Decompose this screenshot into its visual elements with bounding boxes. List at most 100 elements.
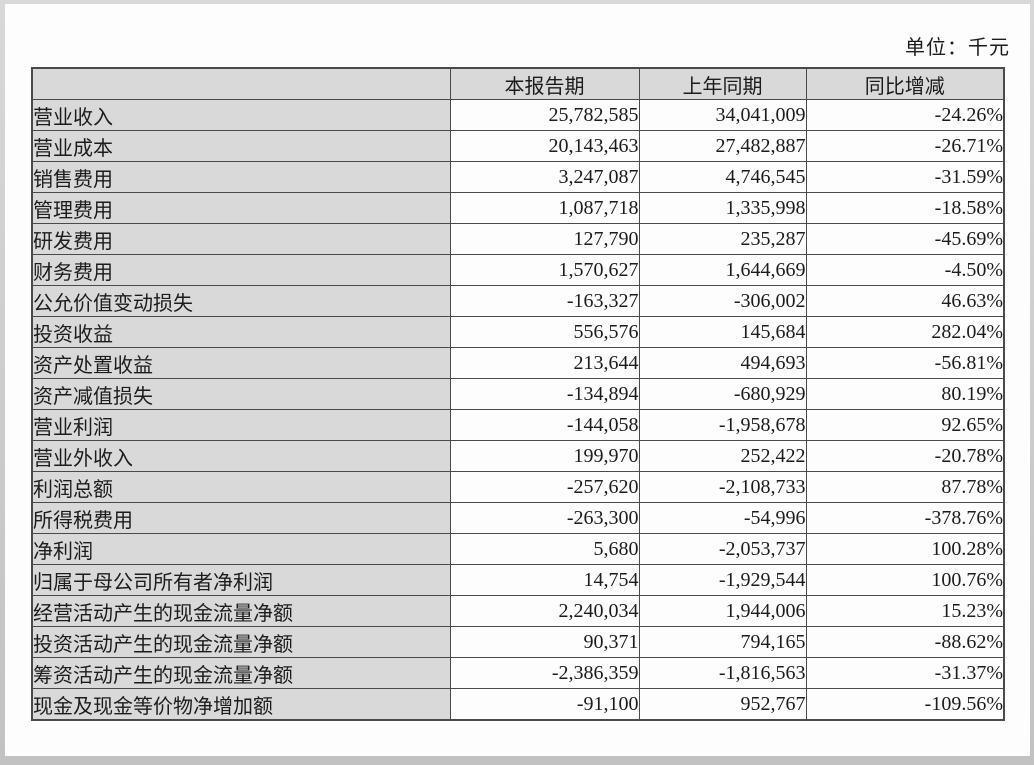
yoy-change-value: -378.76% <box>805 502 1005 534</box>
current-period-value: 5,680 <box>449 533 640 565</box>
table-row: 资产减值损失 -134,894 -680,929 80.19% <box>31 378 1005 410</box>
table-row: 营业成本 20,143,463 27,482,887 -26.71% <box>31 130 1005 162</box>
yoy-change-value: 80.19% <box>805 378 1005 410</box>
yoy-change-value: -88.62% <box>805 626 1005 658</box>
current-period-value: 3,247,087 <box>449 161 640 193</box>
row-label: 经营活动产生的现金流量净额 <box>31 595 451 627</box>
row-label: 资产减值损失 <box>31 378 451 410</box>
prior-period-value: 4,746,545 <box>638 161 807 193</box>
row-label: 筹资活动产生的现金流量净额 <box>31 657 451 689</box>
yoy-change-value: -4.50% <box>805 254 1005 286</box>
current-period-value: -257,620 <box>449 471 640 503</box>
row-label: 财务费用 <box>31 254 451 286</box>
prior-period-value: -2,108,733 <box>638 471 807 503</box>
table-row: 营业利润 -144,058 -1,958,678 92.65% <box>31 409 1005 441</box>
column-header-empty <box>31 67 451 100</box>
row-label: 公允价值变动损失 <box>31 285 451 317</box>
table-row: 归属于母公司所有者净利润 14,754 -1,929,544 100.76% <box>31 564 1005 596</box>
yoy-change-value: -45.69% <box>805 223 1005 255</box>
current-period-value: 199,970 <box>449 440 640 472</box>
table-row: 财务费用 1,570,627 1,644,669 -4.50% <box>31 254 1005 286</box>
prior-period-value: 1,644,669 <box>638 254 807 286</box>
prior-period-value: -1,816,563 <box>638 657 807 689</box>
row-label: 资产处置收益 <box>31 347 451 379</box>
unit-label: 单位：千元 <box>905 37 1010 59</box>
current-period-value: 1,087,718 <box>449 192 640 224</box>
row-label: 营业成本 <box>31 130 451 162</box>
prior-period-value: 252,422 <box>638 440 807 472</box>
yoy-change-value: 92.65% <box>805 409 1005 441</box>
column-header-yoy-change: 同比增减 <box>805 67 1005 100</box>
current-period-value: 213,644 <box>449 347 640 379</box>
yoy-change-value: 87.78% <box>805 471 1005 503</box>
yoy-change-value: 46.63% <box>805 285 1005 317</box>
table-row: 经营活动产生的现金流量净额 2,240,034 1,944,006 15.23% <box>31 595 1005 627</box>
prior-period-value: 235,287 <box>638 223 807 255</box>
table-row: 筹资活动产生的现金流量净额 -2,386,359 -1,816,563 -31.37% <box>31 657 1005 689</box>
current-period-value: -263,300 <box>449 502 640 534</box>
column-header-current-period: 本报告期 <box>449 67 640 100</box>
prior-period-value: 1,944,006 <box>638 595 807 627</box>
table-row: 公允价值变动损失 -163,327 -306,002 46.63% <box>31 285 1005 317</box>
financial-summary-table: 本报告期 上年同期 同比增减 营业收入 25,782,585 34,041,009-… <box>31 67 1005 721</box>
current-period-value: 20,143,463 <box>449 130 640 162</box>
table-row: 营业收入 25,782,585 34,041,009 -24.26% <box>31 99 1005 131</box>
row-label: 营业收入 <box>31 99 451 131</box>
current-period-value: 25,782,585 <box>449 99 640 131</box>
current-period-value: 1,570,627 <box>449 254 640 286</box>
row-label: 现金及现金等价物净增加额 <box>31 688 451 721</box>
prior-period-value: -680,929 <box>638 378 807 410</box>
row-label: 所得税费用 <box>31 502 451 534</box>
yoy-change-value: 15.23% <box>805 595 1005 627</box>
current-period-value: -2,386,359 <box>449 657 640 689</box>
table-row: 净利润 5,680 -2,053,737 100.28% <box>31 533 1005 565</box>
yoy-change-value: -18.58% <box>805 192 1005 224</box>
yoy-change-value: -109.56% <box>805 688 1005 721</box>
row-label: 投资活动产生的现金流量净额 <box>31 626 451 658</box>
prior-period-value: -306,002 <box>638 285 807 317</box>
prior-period-value: 1,335,998 <box>638 192 807 224</box>
current-period-value: 2,240,034 <box>449 595 640 627</box>
column-header-prior-period: 上年同期 <box>638 67 807 100</box>
yoy-change-value: -24.26% <box>805 99 1005 131</box>
yoy-change-value: -31.59% <box>805 161 1005 193</box>
prior-period-value: 494,693 <box>638 347 807 379</box>
prior-period-value: 34,041,009 <box>638 99 807 131</box>
yoy-change-value: -31.37% <box>805 657 1005 689</box>
table-row: 营业外收入 199,970 252,422 -20.78% <box>31 440 1005 472</box>
row-label: 净利润 <box>31 533 451 565</box>
current-period-value: -163,327 <box>449 285 640 317</box>
yoy-change-value: -20.78% <box>805 440 1005 472</box>
table-row: 现金及现金等价物净增加额 -91,100 952,767 -109.56% <box>31 688 1005 721</box>
table-row: 资产处置收益 213,644 494,693 -56.81% <box>31 347 1005 379</box>
table-row: 所得税费用 -263,300 -54,996 -378.76% <box>31 502 1005 534</box>
row-label: 投资收益 <box>31 316 451 348</box>
prior-period-value: -54,996 <box>638 502 807 534</box>
current-period-value: 90,371 <box>449 626 640 658</box>
yoy-change-value: -56.81% <box>805 347 1005 379</box>
row-label: 营业利润 <box>31 409 451 441</box>
row-label: 研发费用 <box>31 223 451 255</box>
row-label: 利润总额 <box>31 471 451 503</box>
row-label: 销售费用 <box>31 161 451 193</box>
current-period-value: -134,894 <box>449 378 640 410</box>
prior-period-value: -1,958,678 <box>638 409 807 441</box>
prior-period-value: 145,684 <box>638 316 807 348</box>
document-page: 单位：千元 本报告期 上年同期 同比增减 营业收入 25,782,585 34,04… <box>5 4 1030 756</box>
table-row: 研发费用 127,790 235,287 -45.69% <box>31 223 1005 255</box>
table-row: 管理费用 1,087,718 1,335,998 -18.58% <box>31 192 1005 224</box>
row-label: 管理费用 <box>31 192 451 224</box>
prior-period-value: 794,165 <box>638 626 807 658</box>
yoy-change-value: 100.76% <box>805 564 1005 596</box>
prior-period-value: 952,767 <box>638 688 807 721</box>
row-label: 营业外收入 <box>31 440 451 472</box>
prior-period-value: -2,053,737 <box>638 533 807 565</box>
yoy-change-value: -26.71% <box>805 130 1005 162</box>
table-row: 投资活动产生的现金流量净额 90,371 794,165 -88.62% <box>31 626 1005 658</box>
yoy-change-value: 100.28% <box>805 533 1005 565</box>
table-row: 投资收益 556,576 145,684 282.04% <box>31 316 1005 348</box>
yoy-change-value: 282.04% <box>805 316 1005 348</box>
current-period-value: 14,754 <box>449 564 640 596</box>
current-period-value: -144,058 <box>449 409 640 441</box>
prior-period-value: -1,929,544 <box>638 564 807 596</box>
